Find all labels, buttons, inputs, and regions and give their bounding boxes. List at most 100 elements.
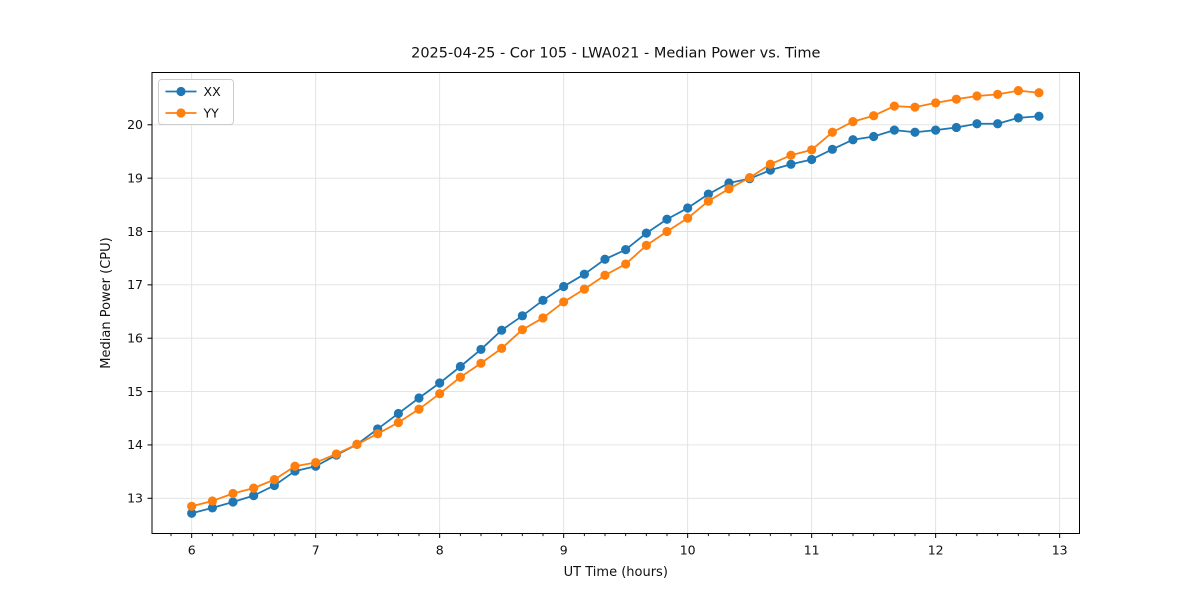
data-point-YY (497, 343, 507, 353)
data-point-XX (786, 159, 796, 169)
data-point-YY (993, 89, 1003, 99)
data-point-XX (951, 122, 961, 133)
data-point-YY (579, 284, 589, 294)
data-point-YY (352, 439, 362, 449)
data-point-YY (455, 372, 465, 382)
data-point-YY (269, 475, 279, 485)
data-point-YY (311, 457, 321, 468)
data-point-XX (228, 497, 238, 507)
data-point-XX (683, 203, 693, 213)
plot-border (151, 72, 1080, 534)
data-point-XX (600, 254, 610, 264)
x-tick-label: 6 (188, 543, 196, 558)
data-point-XX (207, 503, 217, 513)
x-tick-label: 8 (436, 543, 444, 558)
series-line-YY (191, 89, 1040, 508)
data-point-XX (517, 311, 527, 321)
data-point-YY (290, 461, 300, 471)
legend-frame (158, 79, 234, 125)
y-tick-label: 16 (127, 331, 143, 346)
data-point-YY (910, 102, 920, 112)
data-point-XX (187, 508, 197, 518)
data-point-YY (786, 150, 796, 160)
data-point-YY (187, 501, 197, 511)
data-point-XX (435, 378, 445, 388)
data-point-XX (538, 295, 548, 305)
series-line-XX (191, 115, 1040, 515)
data-point-XX (641, 228, 651, 238)
data-point-YY (745, 173, 755, 183)
legend-label-YY: YY (203, 105, 220, 120)
data-point-XX (579, 269, 589, 279)
data-point-YY (931, 98, 941, 108)
data-point-XX (910, 127, 920, 137)
legend-sample-marker (176, 108, 186, 118)
data-point-XX (889, 125, 899, 135)
x-tick-label: 11 (804, 543, 820, 558)
data-point-XX (807, 154, 817, 165)
data-point-YY (435, 389, 445, 399)
data-point-YY (807, 145, 817, 155)
data-point-XX (414, 393, 424, 403)
data-point-YY (393, 417, 403, 428)
data-point-YY (683, 213, 693, 223)
legend-label-XX: XX (204, 84, 222, 99)
data-point-XX (662, 214, 672, 224)
data-point-YY (414, 404, 424, 414)
x-axis-label: UT Time (hours) (564, 565, 668, 580)
y-tick-label: 19 (127, 170, 143, 185)
data-point-YY (662, 226, 672, 237)
data-point-YY (476, 358, 486, 368)
x-tick-label: 10 (680, 543, 696, 558)
data-point-XX (869, 131, 879, 142)
data-point-XX (455, 361, 465, 372)
y-tick-label: 13 (127, 491, 143, 506)
data-point-XX (559, 281, 569, 292)
y-tick-label: 15 (127, 384, 143, 399)
legend: XX YY (158, 79, 234, 125)
data-point-YY (207, 496, 217, 506)
data-point-YY (249, 483, 259, 493)
chart-title: 2025-04-25 - Cor 105 - LWA021 - Median P… (411, 46, 820, 62)
data-point-YY (972, 91, 982, 101)
data-point-YY (869, 111, 879, 121)
data-point-YY (538, 313, 548, 323)
data-point-YY (1013, 86, 1023, 96)
data-point-XX (621, 245, 631, 255)
data-point-XX (1034, 111, 1044, 121)
data-point-XX (703, 189, 713, 199)
data-point-YY (641, 240, 651, 250)
y-tick-label: 14 (127, 437, 143, 452)
data-point-YY (621, 259, 631, 269)
data-point-XX (848, 135, 858, 145)
y-tick-label: 20 (127, 117, 143, 132)
series (187, 86, 1044, 518)
data-point-YY (827, 127, 837, 137)
data-point-XX (931, 125, 941, 135)
data-point-YY (848, 116, 858, 127)
y-tick-label: 18 (127, 224, 143, 239)
data-point-YY (765, 159, 775, 169)
data-point-XX (249, 491, 259, 501)
data-point-XX (476, 344, 486, 355)
data-point-YY (228, 488, 238, 499)
data-point-YY (889, 101, 899, 111)
y-axis-label: Median Power (CPU) (99, 237, 114, 368)
data-point-YY (724, 184, 734, 194)
data-point-XX (827, 144, 837, 154)
legend-sample-marker (176, 86, 186, 97)
data-point-XX (993, 119, 1003, 129)
data-point-YY (951, 94, 961, 104)
data-point-YY (600, 270, 610, 280)
data-point-XX (1013, 113, 1023, 123)
data-point-XX (972, 119, 982, 129)
data-point-YY (703, 196, 713, 206)
data-point-YY (331, 449, 341, 459)
x-tick-label: 7 (312, 543, 320, 558)
data-point-XX (393, 408, 403, 419)
x-tick-label: 9 (560, 543, 568, 558)
data-point-YY (517, 325, 527, 335)
data-point-YY (559, 297, 569, 307)
